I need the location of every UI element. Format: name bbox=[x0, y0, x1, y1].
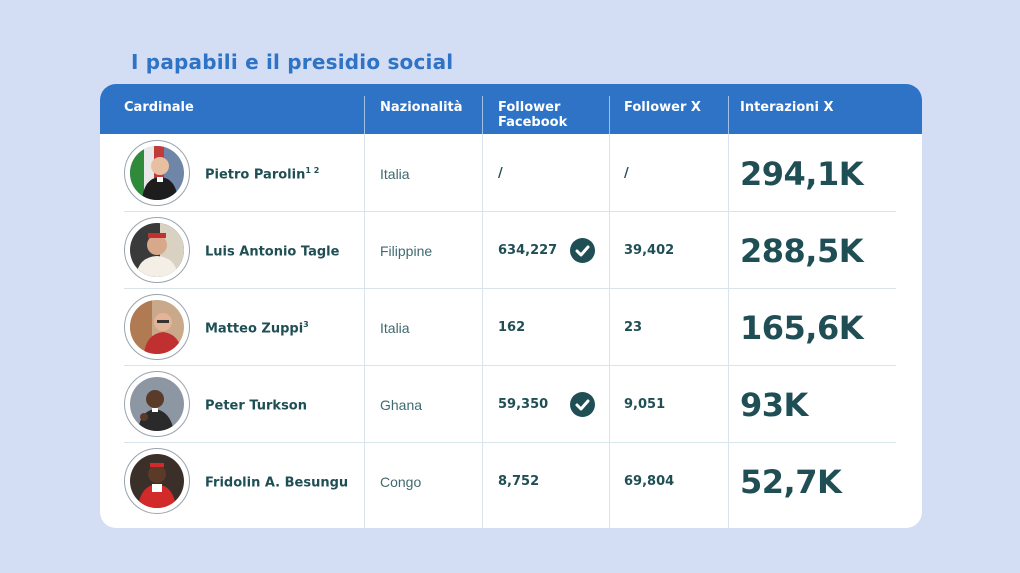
interazioni-x: 52,7K bbox=[740, 463, 842, 501]
cardinal-name: Pietro Parolin1 2 bbox=[205, 166, 320, 183]
interazioni-x: 165,6K bbox=[740, 309, 864, 347]
header-nazionalita: Nazionalità bbox=[380, 100, 463, 115]
follower-facebook: 162 bbox=[498, 320, 526, 335]
check-circle-icon bbox=[570, 392, 595, 417]
table-row: Matteo Zuppi3 Italia 162 23 165,6K bbox=[100, 289, 922, 366]
cardinal-name: Fridolin A. Besungu bbox=[205, 475, 349, 491]
interazioni-x: 294,1K bbox=[740, 155, 864, 193]
row-divider bbox=[124, 288, 896, 289]
nationality: Congo bbox=[380, 474, 422, 490]
portrait-photo bbox=[130, 377, 184, 431]
table-header: Cardinale Nazionalità Follower Facebook … bbox=[100, 84, 922, 134]
cardinal-name: Luis Antonio Tagle bbox=[205, 244, 340, 260]
chart-title: I papabili e il presidio social bbox=[131, 50, 454, 74]
column-divider bbox=[609, 134, 610, 528]
nationality: Filippine bbox=[380, 243, 433, 259]
follower-x: / bbox=[624, 166, 629, 181]
interazioni-x: 288,5K bbox=[740, 232, 864, 270]
avatar bbox=[124, 448, 190, 514]
follower-facebook: 634,227 bbox=[498, 243, 558, 258]
follower-facebook: / bbox=[498, 166, 503, 181]
row-divider bbox=[124, 365, 896, 366]
interazioni-x: 93K bbox=[740, 386, 808, 424]
avatar bbox=[124, 140, 190, 206]
papabili-table: Cardinale Nazionalità Follower Facebook … bbox=[100, 84, 922, 528]
follower-facebook: 8,752 bbox=[498, 474, 540, 489]
follower-facebook: 59,350 bbox=[498, 397, 549, 412]
table-row: Fridolin A. Besungu Congo 8,752 69,804 5… bbox=[100, 443, 922, 520]
follower-x: 9,051 bbox=[624, 397, 666, 412]
check-circle-icon bbox=[570, 238, 595, 263]
follower-x: 69,804 bbox=[624, 474, 675, 489]
follower-x: 39,402 bbox=[624, 243, 675, 258]
cardinal-name: Peter Turkson bbox=[205, 398, 307, 414]
nationality: Ghana bbox=[380, 397, 423, 413]
column-divider bbox=[482, 134, 483, 528]
follower-x: 23 bbox=[624, 320, 643, 335]
row-divider bbox=[124, 211, 896, 212]
portrait-photo bbox=[130, 146, 184, 200]
table-row: Peter Turkson Ghana 59,350 9,051 93K bbox=[100, 366, 922, 443]
header-follower-x: Follower X bbox=[624, 100, 701, 115]
column-divider bbox=[728, 134, 729, 528]
row-divider bbox=[124, 442, 896, 443]
table-row: Pietro Parolin1 2 Italia / / 294,1K bbox=[100, 135, 922, 212]
portrait-photo bbox=[130, 454, 184, 508]
avatar bbox=[124, 217, 190, 283]
nationality: Italia bbox=[380, 166, 410, 182]
nationality: Italia bbox=[380, 320, 410, 336]
avatar bbox=[124, 294, 190, 360]
portrait-photo bbox=[130, 223, 184, 277]
cardinal-name: Matteo Zuppi3 bbox=[205, 320, 309, 337]
portrait-photo bbox=[130, 300, 184, 354]
column-divider bbox=[364, 134, 365, 528]
table-row: Luis Antonio Tagle Filippine 634,227 39,… bbox=[100, 212, 922, 289]
header-follower-facebook: Follower Facebook bbox=[498, 100, 568, 130]
header-cardinale: Cardinale bbox=[124, 100, 194, 115]
avatar bbox=[124, 371, 190, 437]
header-interazioni-x: Interazioni X bbox=[740, 100, 834, 115]
